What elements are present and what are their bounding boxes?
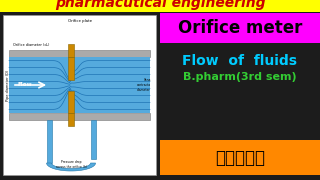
Text: Pipe diameter (D): Pipe diameter (D) xyxy=(6,69,10,101)
Text: Flow  of  fluids: Flow of fluids xyxy=(182,54,298,68)
Bar xyxy=(68,44,74,57)
Polygon shape xyxy=(46,163,96,171)
Bar xyxy=(46,120,52,163)
Bar xyxy=(0,0,320,12)
Bar xyxy=(91,120,96,159)
Text: தமிழ்: தமிழ் xyxy=(215,148,265,166)
Bar xyxy=(160,13,320,43)
Bar xyxy=(9,113,150,120)
Bar xyxy=(68,91,74,113)
Bar xyxy=(68,113,74,126)
Text: Orifice plate: Orifice plate xyxy=(68,19,92,23)
Text: Pressure drop
across the orifice (h): Pressure drop across the orifice (h) xyxy=(56,160,86,169)
Text: B.pharm(3rd sem): B.pharm(3rd sem) xyxy=(183,72,297,82)
Text: pharmacutical engineering: pharmacutical engineering xyxy=(55,0,265,10)
Bar xyxy=(9,57,150,113)
Bar xyxy=(160,140,320,175)
Bar xyxy=(9,50,150,57)
Text: Orifice diameter (d₀): Orifice diameter (d₀) xyxy=(13,43,49,47)
Text: Flow: Flow xyxy=(18,82,32,87)
Text: Orifice meter: Orifice meter xyxy=(178,19,302,37)
Bar xyxy=(68,57,74,80)
Text: Vena
contracta
diameter: Vena contracta diameter xyxy=(137,78,151,92)
Bar xyxy=(3,15,156,175)
